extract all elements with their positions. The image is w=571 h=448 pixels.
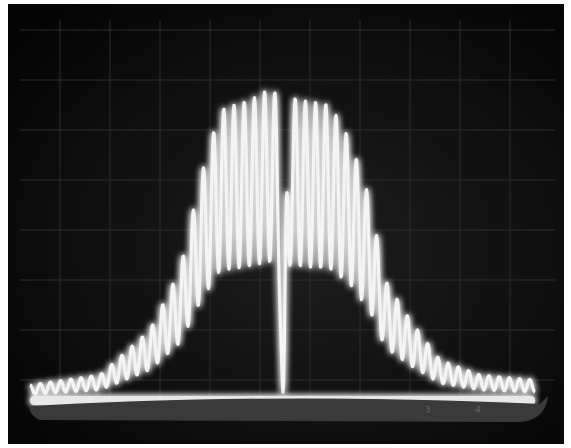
trace — [28, 90, 537, 396]
scale-label: 3 — [425, 406, 431, 416]
scale-label: 4 — [475, 406, 481, 416]
trace-base — [29, 396, 548, 422]
